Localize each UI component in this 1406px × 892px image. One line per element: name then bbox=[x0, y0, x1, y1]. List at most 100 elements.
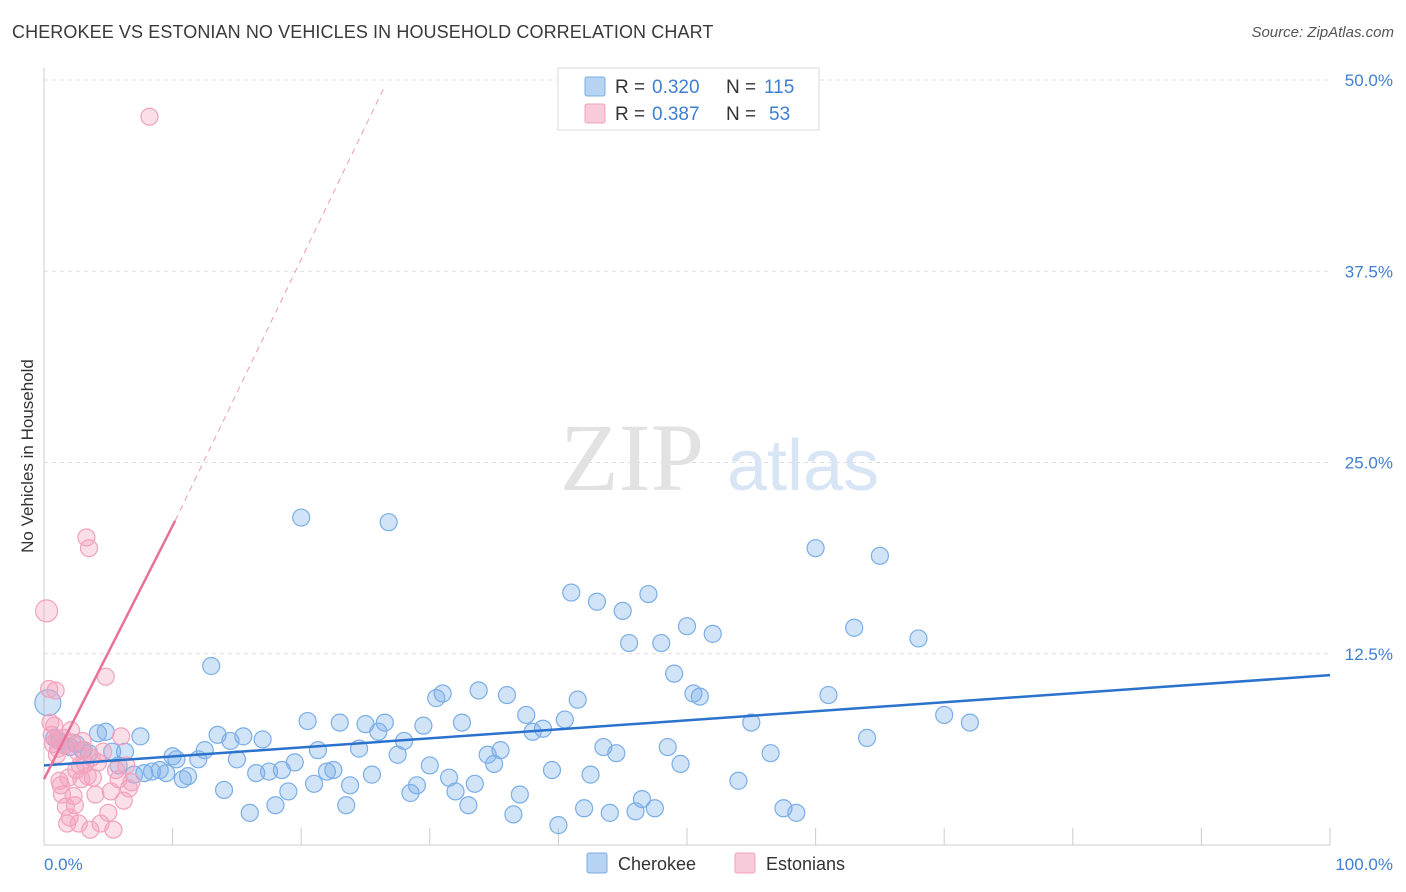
x-tick-label-max: 100.0% bbox=[1335, 855, 1393, 874]
cherokee-point-20 bbox=[167, 750, 186, 769]
legend-n-label-cherokee: N = bbox=[726, 77, 756, 98]
cherokee-point-59 bbox=[420, 756, 439, 775]
cherokee-point-60 bbox=[427, 689, 446, 708]
cherokee-point-63 bbox=[446, 782, 465, 801]
cherokee-point-96 bbox=[665, 664, 684, 683]
estonians-point-1 bbox=[40, 679, 59, 699]
cherokee-points bbox=[34, 508, 980, 835]
estonians-point-30 bbox=[77, 528, 96, 547]
estonians-trend-extension bbox=[174, 85, 386, 521]
cherokee-point-38 bbox=[285, 753, 304, 772]
series-legend-label-estonians: Estonians bbox=[766, 854, 845, 874]
cherokee-point-73 bbox=[510, 785, 529, 804]
stats-legend: R = 0.320 N = 115 R = 0.387 N = 53 bbox=[557, 67, 820, 131]
legend-r-cherokee: 0.320 bbox=[652, 77, 700, 98]
cherokee-point-92 bbox=[639, 584, 658, 604]
estonians-point-51 bbox=[140, 107, 159, 126]
y-axis-label: No Vehicles in Household bbox=[18, 359, 37, 553]
estonians-point-32 bbox=[79, 539, 99, 558]
estonians-point-10 bbox=[51, 776, 70, 795]
cherokee-point-67 bbox=[469, 681, 488, 700]
series-legend-swatch-estonians bbox=[734, 852, 756, 874]
cherokee-point-40 bbox=[298, 711, 317, 731]
watermark-atlas: atlas bbox=[727, 426, 879, 506]
cherokee-point-8 bbox=[88, 724, 108, 743]
estonians-point-46 bbox=[112, 727, 131, 746]
cherokee-point-72 bbox=[504, 805, 523, 824]
cherokee-point-39 bbox=[292, 508, 311, 527]
cherokee-point-82 bbox=[575, 799, 594, 818]
cherokee-point-43 bbox=[317, 762, 337, 781]
cherokee-point-77 bbox=[542, 760, 562, 780]
cherokee-point-58 bbox=[414, 716, 433, 735]
cherokee-point-101 bbox=[703, 624, 722, 643]
legend-r-label-cherokee: R = bbox=[615, 77, 645, 98]
series-legend: Cherokee Estonians bbox=[586, 852, 845, 874]
legend-n-cherokee: 115 bbox=[764, 77, 794, 98]
trend-lines bbox=[42, 85, 1331, 780]
cherokee-point-112 bbox=[909, 629, 928, 648]
estonians-point-6 bbox=[46, 681, 65, 700]
cherokee-point-95 bbox=[658, 737, 677, 757]
cherokee-point-97 bbox=[671, 754, 690, 774]
cherokee-point-37 bbox=[279, 782, 298, 801]
estonians-point-0 bbox=[34, 599, 59, 623]
cherokee-point-114 bbox=[960, 713, 980, 732]
cherokee-point-91 bbox=[632, 789, 652, 809]
cherokee-point-93 bbox=[645, 799, 664, 818]
cherokee-point-18 bbox=[157, 763, 176, 783]
cherokee-point-52 bbox=[375, 713, 394, 732]
cherokee-point-86 bbox=[600, 803, 619, 822]
cherokee-point-35 bbox=[266, 796, 285, 815]
y-tick-label-0: 12.5% bbox=[1345, 645, 1393, 664]
cherokee-point-88 bbox=[613, 601, 632, 621]
y-tick-label-2: 37.5% bbox=[1345, 262, 1393, 281]
cherokee-point-76 bbox=[533, 719, 553, 738]
cherokee-point-53 bbox=[379, 513, 398, 532]
cherokee-point-109 bbox=[845, 618, 864, 637]
cherokee-point-84 bbox=[587, 592, 607, 611]
chart-source: Source: ZipAtlas.com bbox=[1251, 24, 1394, 41]
estonians-points bbox=[34, 107, 159, 839]
legend-swatch-cherokee bbox=[584, 76, 606, 97]
watermark-zip: ZIP bbox=[560, 404, 704, 511]
cherokee-point-27 bbox=[214, 780, 234, 800]
estonians-point-5 bbox=[45, 716, 64, 735]
legend-r-estonians: 0.387 bbox=[652, 104, 700, 125]
cherokee-point-50 bbox=[362, 765, 382, 784]
cherokee-point-21 bbox=[173, 770, 192, 789]
cherokee-point-102 bbox=[729, 771, 748, 790]
cherokee-point-79 bbox=[555, 710, 574, 729]
cherokee-point-65 bbox=[459, 796, 478, 815]
cherokee-point-22 bbox=[178, 767, 198, 786]
cherokee-point-71 bbox=[497, 685, 517, 705]
series-legend-label-cherokee: Cherokee bbox=[618, 854, 696, 874]
chart-title: CHEROKEE VS ESTONIAN NO VEHICLES IN HOUS… bbox=[12, 22, 714, 42]
cherokee-trend-line bbox=[43, 673, 1331, 767]
cherokee-point-9 bbox=[96, 722, 115, 741]
cherokee-point-66 bbox=[465, 774, 484, 793]
estonians-point-24 bbox=[69, 814, 88, 833]
cherokee-point-108 bbox=[819, 685, 838, 705]
legend-n-label-estonians: N = bbox=[726, 104, 756, 125]
cherokee-point-14 bbox=[131, 727, 150, 746]
estonians-point-50 bbox=[122, 773, 141, 792]
estonians-point-36 bbox=[86, 785, 105, 804]
cherokee-point-57 bbox=[407, 776, 427, 795]
estonians-trend-line bbox=[42, 520, 177, 780]
cherokee-point-45 bbox=[330, 713, 349, 732]
grid-lines bbox=[44, 79, 1330, 655]
cherokee-point-16 bbox=[142, 762, 162, 781]
cherokee-point-70 bbox=[491, 741, 510, 760]
estonians-point-39 bbox=[94, 742, 113, 761]
cherokee-point-15 bbox=[135, 763, 154, 783]
estonians-point-21 bbox=[65, 796, 84, 815]
legend-swatch-estonians bbox=[584, 103, 606, 124]
x-tick-labels: 0.0% 100.0% bbox=[44, 855, 1393, 874]
cherokee-point-24 bbox=[195, 741, 214, 760]
cherokee-point-103 bbox=[742, 713, 761, 732]
cherokee-point-113 bbox=[935, 705, 954, 725]
estonians-point-27 bbox=[73, 731, 92, 751]
legend-n-estonians: 53 bbox=[769, 104, 790, 125]
cherokee-point-51 bbox=[369, 722, 388, 741]
